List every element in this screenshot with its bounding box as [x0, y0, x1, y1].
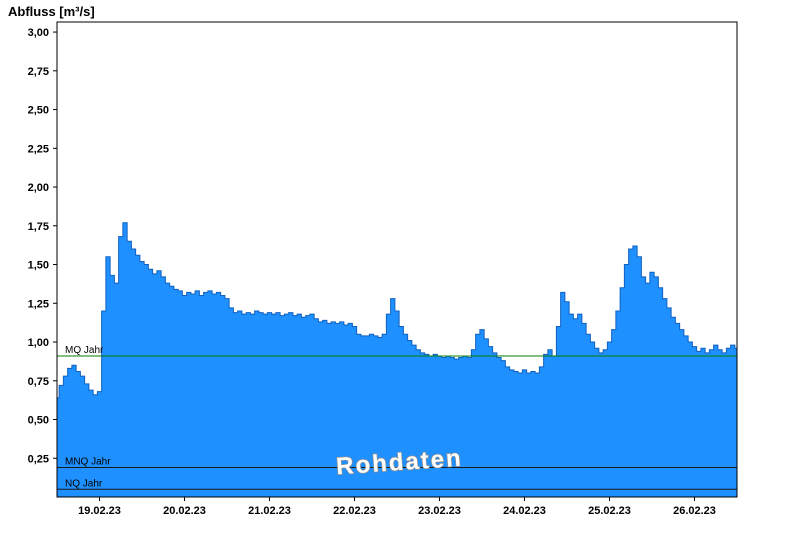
x-axis-tick-label: 19.02.23 [78, 505, 121, 517]
y-axis-tick-label: 0,50 [28, 415, 49, 427]
x-axis-tick-label: 22.02.23 [333, 505, 376, 517]
x-axis-tick-label: 25.02.23 [588, 505, 631, 517]
y-axis-tick-label: 1,25 [28, 298, 49, 310]
reference-line-label-mnq-jahr: MNQ Jahr [65, 457, 111, 468]
y-axis-tick-label: 3,00 [28, 27, 49, 39]
y-axis-tick-label: 1,00 [28, 337, 49, 349]
discharge-area-series [56, 222, 738, 498]
x-axis-tick-label: 23.02.23 [418, 505, 461, 517]
y-axis-tick-label: 1,75 [28, 221, 49, 233]
x-axis-tick-label: 21.02.23 [248, 505, 291, 517]
reference-line-label-nq-jahr: NQ Jahr [65, 478, 103, 489]
y-axis-tick-label: 2,75 [28, 66, 49, 78]
chart-title: Abfluss [m³/s] [8, 4, 95, 19]
x-axis-tick-label: 26.02.23 [673, 505, 716, 517]
x-axis-tick-label: 20.02.23 [163, 505, 206, 517]
y-axis-tick-label: 0,75 [28, 376, 49, 388]
x-axis-tick-label: 24.02.23 [503, 505, 546, 517]
y-axis-tick-label: 1,50 [28, 260, 49, 272]
y-axis-tick-label: 2,00 [28, 182, 49, 194]
y-axis-tick-label: 0,25 [28, 453, 49, 465]
plot-border [56, 21, 738, 498]
y-axis-tick-label: 2,25 [28, 143, 49, 155]
y-axis-tick-label: 2,50 [28, 105, 49, 117]
reference-line-label-mq-jahr: MQ Jahr [65, 345, 104, 356]
